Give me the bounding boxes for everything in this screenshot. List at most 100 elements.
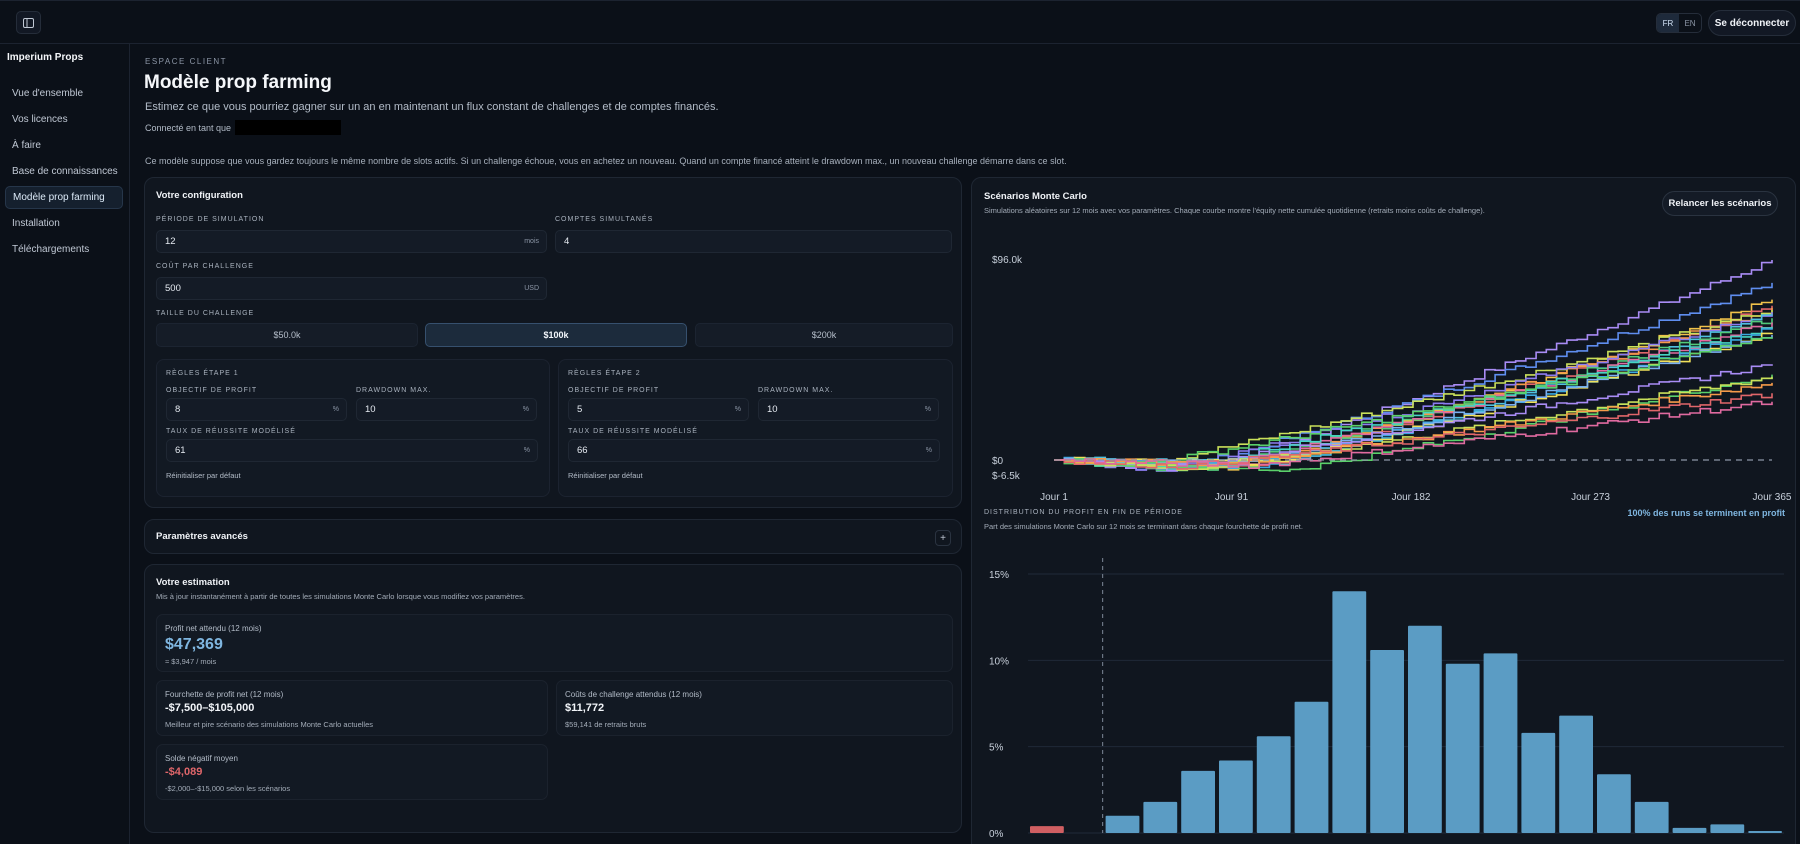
stage2-rate-input[interactable]: 66 % xyxy=(568,439,940,462)
distribution-bar xyxy=(1294,701,1329,833)
advanced-card[interactable]: Paramètres avancés + xyxy=(144,519,962,554)
y-tick-label: 0% xyxy=(989,829,1004,840)
stage2-rate-label: TAUX DE RÉUSSITE MODÉLISÉ xyxy=(568,428,698,435)
y-tick-label: 5% xyxy=(989,743,1004,754)
cost-value: 500 xyxy=(165,283,181,294)
stage2-rate-unit: % xyxy=(925,447,932,454)
stage2-rate-value: 66 xyxy=(577,445,588,456)
y-label-max: $96.0k xyxy=(992,255,1023,266)
distribution-bar xyxy=(1143,801,1178,833)
estimate-title: Votre estimation xyxy=(156,577,230,588)
main-content: ESPACE CLIENT Modèle prop farming Estime… xyxy=(130,44,1800,844)
stage2-profit-value: 5 xyxy=(577,404,583,415)
lang-en-button[interactable]: EN xyxy=(1684,18,1696,28)
costs-box: Coûts de challenge attendus (12 mois) $1… xyxy=(556,680,953,736)
page-title: Modèle prop farming xyxy=(144,72,332,93)
size-200k-button[interactable]: $200k xyxy=(695,323,953,347)
x-tick-label: Jour 91 xyxy=(1215,492,1249,503)
expected-note: ≈ $3,947 / mois xyxy=(165,657,217,666)
stage1-dd-value: 10 xyxy=(365,404,376,415)
scenario-line xyxy=(1054,400,1773,469)
sidebar-toggle-button[interactable] xyxy=(16,11,41,34)
stage2-dd-input[interactable]: 10 % xyxy=(758,398,939,421)
accounts-value: 4 xyxy=(564,236,570,247)
page-subtitle: Estimez ce que vous pourriez gagner sur … xyxy=(145,101,719,113)
relaunch-scenarios-button[interactable]: Relancer les scénarios xyxy=(1662,191,1778,216)
period-input[interactable]: 12 mois xyxy=(156,230,547,253)
stage1-profit-unit: % xyxy=(332,406,339,413)
distribution-bar xyxy=(1710,824,1745,833)
lang-fr-button[interactable]: FR xyxy=(1657,14,1679,32)
distribution-bar xyxy=(1634,801,1669,833)
accounts-input[interactable]: 4 xyxy=(555,230,952,253)
sidebar-item-licenses[interactable]: Vos licences xyxy=(12,114,68,125)
distribution-bar xyxy=(1521,732,1556,833)
negative-balance-box: Solde négatif moyen -$4,089 -$2,000–-$15… xyxy=(156,744,548,800)
sidebar-item-overview[interactable]: Vue d'ensemble xyxy=(12,88,84,99)
stage1-dd-label: DRAWDOWN MAX. xyxy=(356,387,432,394)
y-tick-label: 10% xyxy=(989,656,1009,667)
logout-button[interactable]: Se déconnecter xyxy=(1708,10,1796,36)
neg-label: Solde négatif moyen xyxy=(165,754,238,763)
top-bar: FR EN Se déconnecter xyxy=(0,0,1800,44)
costs-note: $59,141 de retraits bruts xyxy=(565,720,647,729)
cost-unit: USD xyxy=(524,285,539,292)
stage1-dd-input[interactable]: 10 % xyxy=(356,398,537,421)
montecarlo-line-chart: $96.0k $0 $-6.5k Jour 1 Jour 91 Jour 182 Jo… xyxy=(992,255,1792,503)
distribution-bar xyxy=(1181,770,1215,833)
expand-plus-icon[interactable]: + xyxy=(935,530,951,546)
connected-as: Connecté en tant que xyxy=(145,120,342,135)
size-100k-button[interactable]: $100k xyxy=(425,323,687,347)
scenario-line xyxy=(1054,393,1773,470)
neg-value: -$4,089 xyxy=(165,766,203,778)
distribution-bar xyxy=(1256,736,1291,833)
accounts-label: COMPTES SIMULTANÉS xyxy=(555,216,654,223)
x-tick-label: Jour 273 xyxy=(1571,492,1610,503)
stage2-title: RÈGLES ÉTAPE 2 xyxy=(568,370,641,377)
stage1-rate-label: TAUX DE RÉUSSITE MODÉLISÉ xyxy=(166,428,296,435)
distribution-bar xyxy=(1748,831,1782,833)
size-label: TAILLE DU CHALLENGE xyxy=(156,310,255,317)
stage2-profit-input[interactable]: 5 % xyxy=(568,398,749,421)
sidebar-item-downloads[interactable]: Téléchargements xyxy=(12,244,90,255)
stage1-dd-unit: % xyxy=(522,406,529,413)
cost-label: COÛT PAR CHALLENGE xyxy=(156,263,254,270)
x-tick-label: Jour 182 xyxy=(1392,492,1431,503)
distribution-bar xyxy=(1370,649,1404,833)
stage1-rules-card: RÈGLES ÉTAPE 1 OBJECTIF DE PROFIT 8 % DR… xyxy=(156,359,550,497)
stage1-rate-input[interactable]: 61 % xyxy=(166,439,538,462)
expected-profit-box: Profit net attendu (12 mois) $47,369 ≈ $… xyxy=(156,614,953,672)
estimate-card: Votre estimation Mis à jour instantanéme… xyxy=(144,564,962,833)
stage1-profit-label: OBJECTIF DE PROFIT xyxy=(166,387,258,394)
sidebar-item-todo[interactable]: À faire xyxy=(12,140,41,151)
sidebar-toggle-icon xyxy=(23,17,34,28)
expected-value: $47,369 xyxy=(165,636,223,653)
language-switcher: FR EN xyxy=(1656,13,1702,33)
range-box: Fourchette de profit net (12 mois) -$7,5… xyxy=(156,680,548,736)
stage1-reset-link[interactable]: Réinitialiser par défaut xyxy=(166,471,241,480)
x-tick-label: Jour 365 xyxy=(1753,492,1792,503)
stage1-profit-input[interactable]: 8 % xyxy=(166,398,347,421)
scenario-line xyxy=(1054,364,1773,472)
sidebar-item-installation[interactable]: Installation xyxy=(12,218,60,229)
costs-label: Coûts de challenge attendus (12 mois) xyxy=(565,690,702,699)
period-label: PÉRIODE DE SIMULATION xyxy=(156,216,265,223)
sidebar-item-knowledge-base[interactable]: Base de connaissances xyxy=(12,166,118,177)
montecarlo-title: Scénarios Monte Carlo xyxy=(984,191,1087,202)
cost-input[interactable]: 500 USD xyxy=(156,277,547,300)
period-unit: mois xyxy=(524,238,539,245)
brand-name: Imperium Props xyxy=(7,52,84,63)
stage1-rate-value: 61 xyxy=(175,445,186,456)
stage2-reset-link[interactable]: Réinitialiser par défaut xyxy=(568,471,643,480)
expected-label: Profit net attendu (12 mois) xyxy=(165,624,262,633)
page-eyebrow: ESPACE CLIENT xyxy=(145,57,228,66)
y-label-zero: $0 xyxy=(992,456,1004,467)
distribution-title: DISTRIBUTION DU PROFIT EN FIN DE PÉRIODE xyxy=(984,509,1183,516)
model-intro: Ce modèle suppose que vous gardez toujou… xyxy=(145,156,1067,166)
distribution-bar xyxy=(1597,774,1631,833)
size-50k-button[interactable]: $50.0k xyxy=(156,323,418,347)
sidebar-item-prop-farming-model[interactable]: Modèle prop farming xyxy=(5,186,123,209)
config-title: Votre configuration xyxy=(156,190,243,201)
distribution-bar xyxy=(1030,826,1064,833)
montecarlo-card: Scénarios Monte Carlo Simulations aléato… xyxy=(971,177,1796,844)
